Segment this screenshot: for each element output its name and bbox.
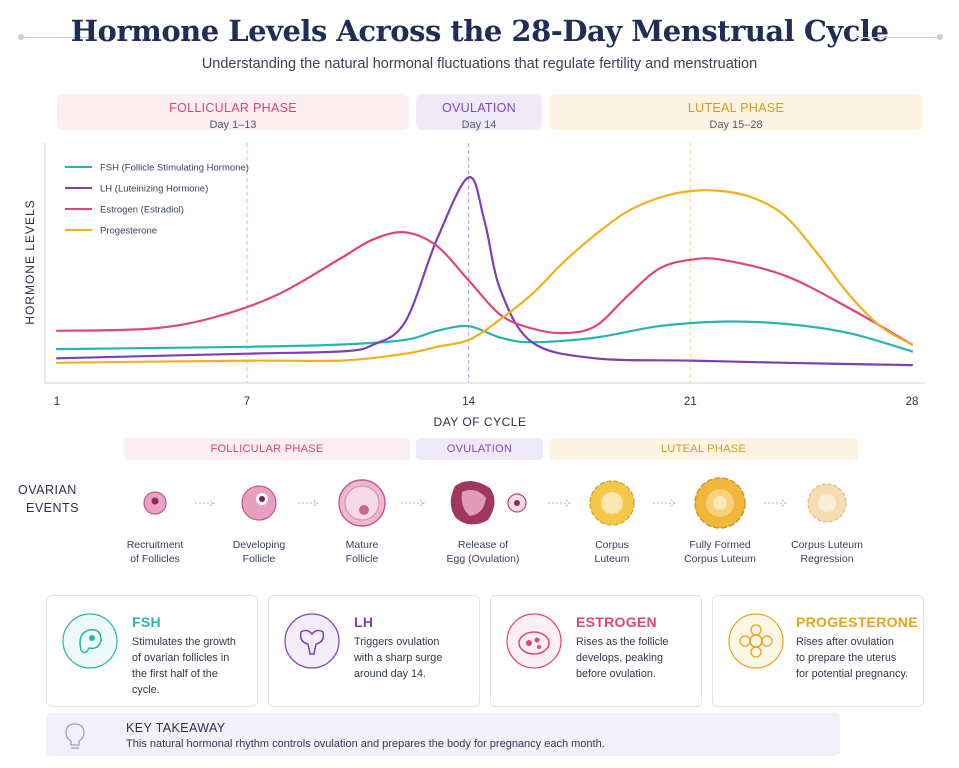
uterus-icon: [284, 613, 340, 669]
takeaway-title: KEY TAKEAWAY: [126, 721, 226, 735]
card-line: Triggers ovulation: [354, 636, 440, 648]
hormone-card-fsh: FSH Stimulates the growth of ovarian fol…: [46, 595, 258, 707]
corpus-luteum-flower-icon: [728, 613, 784, 669]
stage-label-recruitment: Recruitment of Follicles: [100, 538, 210, 566]
card-line: before ovulation.: [576, 668, 656, 680]
phase-box-ovulation: OVULATION Day 14: [416, 94, 542, 131]
card-title: FSH: [132, 614, 161, 630]
hormone-card-progesterone: PROGESTERONE Rises after ovulation to pr…: [712, 595, 924, 707]
card-line: develops, peaking: [576, 652, 664, 664]
card-line: Rises after ovulation: [796, 636, 894, 648]
card-title: LH: [354, 614, 374, 630]
card-line: Rises as the follicle: [576, 636, 669, 648]
legend-label: Progesterone: [100, 226, 157, 237]
phase-days: Day 14: [461, 119, 497, 131]
x-tick-label: 28: [905, 396, 919, 408]
phase-box-luteal: LUTEAL PHASE Day 15–28: [549, 94, 923, 131]
progesterone-line: [55, 189, 914, 364]
ovarian-label-line1: OVARIAN: [18, 483, 77, 497]
estrogen-line: [55, 231, 914, 346]
lightbulb-icon: [65, 723, 85, 749]
hormone-card-estrogen: ESTROGEN Rises as the follicle develops,…: [490, 595, 702, 707]
ovarian-label-line2: EVENTS: [26, 501, 80, 515]
decorative-dot-left: [18, 34, 24, 40]
card-line: with a sharp surge: [354, 652, 443, 664]
phase-days: Day 15–28: [709, 119, 763, 131]
card-line: the first half of the: [132, 668, 218, 680]
decorative-dot-right: [937, 34, 943, 40]
stage-label-regression: Corpus Luteum Regression: [772, 538, 882, 566]
card-line: for potential pregnancy.: [796, 668, 909, 680]
phase-name: LUTEAL PHASE: [687, 101, 785, 115]
corpus-luteum-icon: [589, 480, 635, 526]
card-title: ESTROGEN: [576, 614, 657, 630]
decorative-line-left: [24, 37, 110, 38]
strip-ovulation: OVULATION: [416, 438, 543, 460]
stage-label-line: of Follicles: [130, 553, 180, 565]
x-axis-label: DAY OF CYCLE: [433, 415, 527, 429]
stage-label-line: Developing: [232, 539, 286, 551]
stage-label-line: Fully Formed: [689, 539, 751, 551]
x-tick-label: 7: [243, 396, 251, 408]
card-title: PROGESTERONE: [796, 614, 918, 630]
stage-label-line: Release of: [457, 539, 509, 551]
stage-label-line: Corpus Luteum: [791, 539, 863, 551]
hormone-card-lh: LH Triggers ovulation with a sharp surge…: [268, 595, 480, 707]
stage-label-fully-formed: Fully Formed Corpus Luteum: [665, 538, 775, 566]
card-line: cycle.: [132, 684, 160, 696]
phase-days: Day 1–13: [209, 119, 257, 131]
hormone-line-chart: FSH (Follicle Stimulating Hormone) LH (Lu…: [44, 143, 925, 384]
stage-label-line: Corpus: [595, 539, 629, 551]
card-line: of ovarian follicles in: [132, 652, 230, 664]
key-takeaway-box: KEY TAKEAWAY This natural hormonal rhyth…: [46, 713, 840, 756]
egg-release-icon: [450, 480, 527, 525]
phase-name: FOLLICULAR PHASE: [169, 101, 297, 115]
regressing-corpus-luteum-icon: [807, 483, 847, 523]
stage-label-ovulation: Release of Egg (Ovulation): [428, 538, 538, 566]
card-body: Rises as the follicle develops, peaking …: [576, 634, 698, 682]
card-line: around day 14.: [354, 668, 427, 680]
fsh-line: [55, 320, 914, 353]
ovarian-events-label: OVARIAN EVENTS: [18, 481, 79, 517]
strip-follicular: FOLLICULAR PHASE: [124, 438, 410, 460]
ovary-follicles-icon: [506, 613, 562, 669]
legend-label: Estrogen (Estradiol): [100, 205, 184, 216]
legend-label: LH (Luteinizing Hormone): [100, 184, 208, 195]
stage-label-line: Follicle: [242, 553, 276, 565]
card-body: Rises after ovulation to prepare the ute…: [796, 634, 921, 682]
stage-label-developing: Developing Follicle: [204, 538, 314, 566]
full-corpus-luteum-icon: [694, 477, 746, 529]
legend-label: FSH (Follicle Stimulating Hormone): [100, 163, 249, 174]
developing-follicle-icon: [241, 485, 277, 521]
stage-label-line: Mature: [345, 539, 379, 551]
stage-label-corpus-luteum: Corpus Luteum: [557, 538, 667, 566]
stage-arrows: [195, 499, 787, 507]
lh-line: [55, 176, 914, 367]
x-tick-label: 21: [683, 396, 697, 408]
mature-follicle-icon: [338, 479, 386, 527]
stage-label-mature: Mature Follicle: [307, 538, 417, 566]
stage-label-line: Recruitment: [126, 539, 184, 551]
stage-label-line: Corpus Luteum: [684, 553, 756, 565]
stage-label-line: Follicle: [345, 553, 379, 565]
card-body: Stimulates the growth of ovarian follicl…: [132, 634, 254, 698]
x-tick-label: 1: [53, 396, 61, 408]
x-tick-label: 14: [462, 396, 476, 408]
stage-label-line: Luteum: [594, 553, 630, 565]
card-line: Stimulates the growth: [132, 636, 236, 648]
stage-label-line: Regression: [800, 553, 854, 565]
phase-name: OVULATION: [441, 101, 516, 115]
follicle-stimulation-icon: [62, 613, 118, 669]
ovarian-stage-icons: [143, 477, 847, 529]
page-title: Hormone Levels Across the 28-Day Menstru…: [70, 14, 889, 48]
strip-luteal: LUTEAL PHASE: [549, 438, 858, 460]
decorative-line-right: [855, 37, 937, 38]
card-line: to prepare the uterus: [796, 652, 897, 664]
stage-label-line: Egg (Ovulation): [446, 553, 520, 565]
card-body: Triggers ovulation with a sharp surge ar…: [354, 634, 476, 682]
page-subtitle: Understanding the natural hormonal fluct…: [201, 56, 758, 72]
small-follicle-icon: [143, 491, 167, 515]
takeaway-text: This natural hormonal rhythm controls ov…: [126, 738, 605, 750]
phase-box-follicular: FOLLICULAR PHASE Day 1–13: [57, 94, 409, 131]
